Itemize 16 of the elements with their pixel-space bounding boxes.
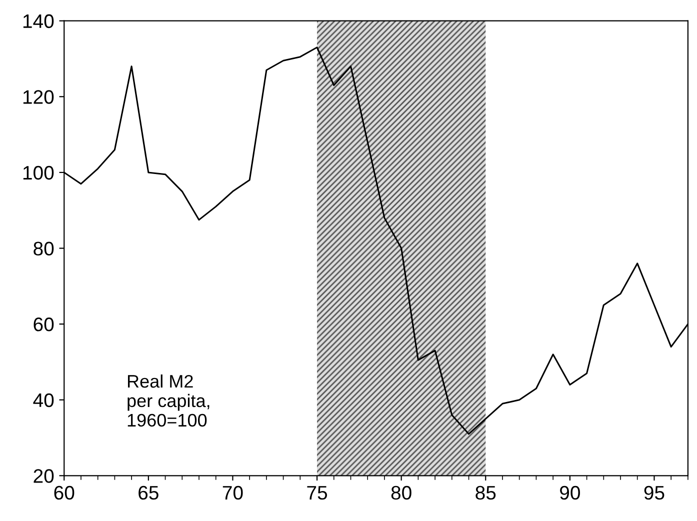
y-tick-label: 20	[34, 469, 54, 483]
y-tick-label: 120	[23, 90, 54, 104]
x-tick-label: 85	[476, 486, 496, 500]
x-tick-label: 95	[644, 486, 664, 500]
y-tick-label: 140	[23, 14, 54, 28]
y-tick-label: 80	[34, 242, 54, 256]
x-tick-label: 70	[222, 486, 243, 500]
y-tick-label: 40	[33, 393, 54, 408]
y-tick-label: 60	[34, 318, 54, 332]
x-tick-label: 90	[560, 486, 580, 500]
x-tick-label: 60	[54, 486, 74, 500]
x-tick-label: 80	[391, 486, 412, 500]
y-tick-label: 100	[23, 166, 54, 180]
x-tick-label: 75	[307, 486, 328, 500]
x-tick-label: 65	[138, 486, 158, 500]
annotation: Real M2 per capita, 1960=100	[128, 374, 210, 427]
